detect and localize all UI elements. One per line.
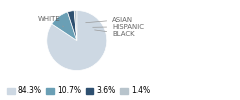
Wedge shape <box>67 11 77 41</box>
Text: HISPANIC: HISPANIC <box>93 24 144 30</box>
Wedge shape <box>52 12 77 40</box>
Text: WHITE: WHITE <box>38 16 64 27</box>
Legend: 84.3%, 10.7%, 3.6%, 1.4%: 84.3%, 10.7%, 3.6%, 1.4% <box>6 86 151 96</box>
Wedge shape <box>47 10 107 70</box>
Text: ASIAN: ASIAN <box>86 16 133 23</box>
Wedge shape <box>74 10 77 40</box>
Text: BLACK: BLACK <box>95 30 135 37</box>
